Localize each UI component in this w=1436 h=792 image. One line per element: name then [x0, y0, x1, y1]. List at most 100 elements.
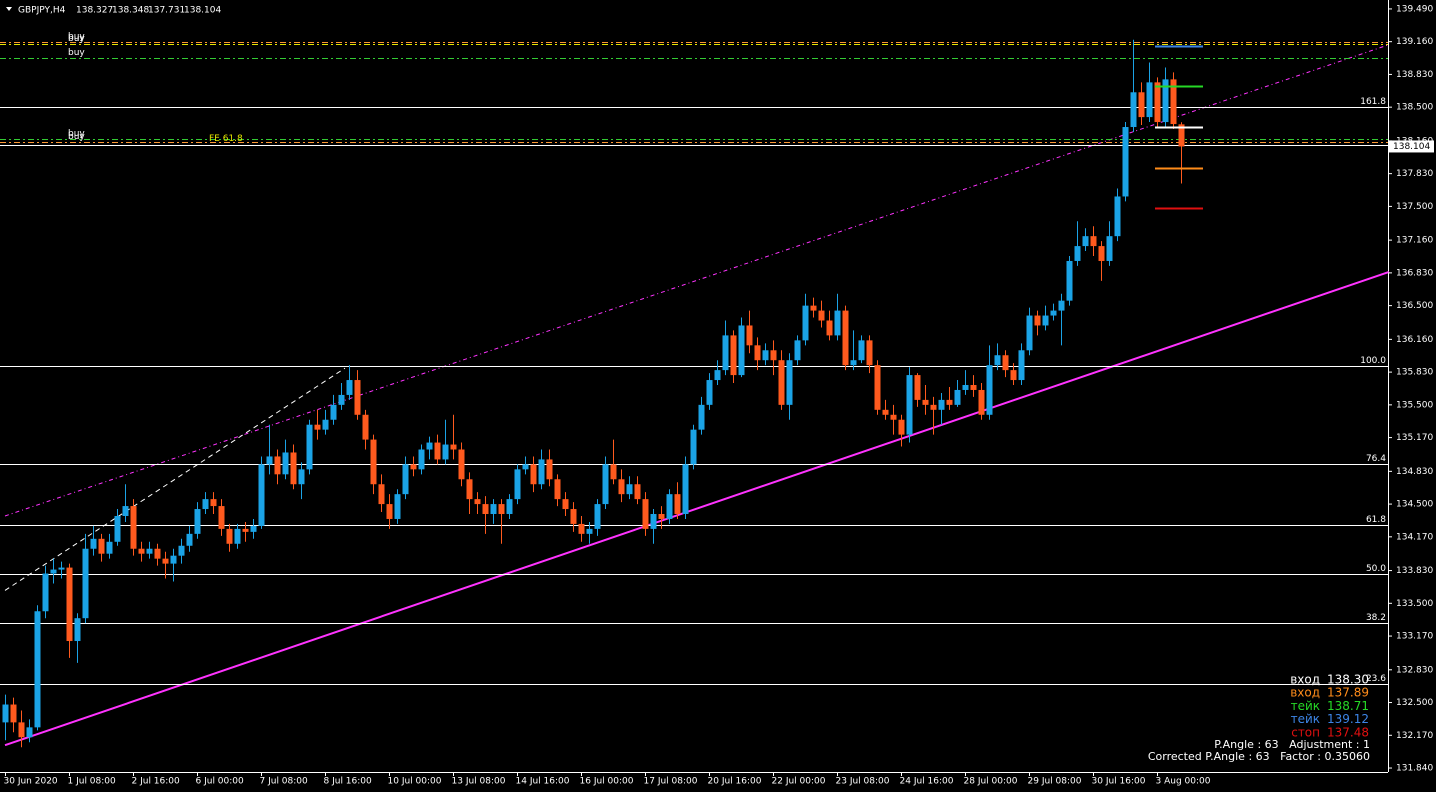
- candle-body: [82, 548, 89, 619]
- candle-body: [970, 385, 977, 390]
- candle-body: [914, 375, 921, 400]
- fe-label: FE 61.8: [209, 134, 243, 144]
- candle-body: [826, 320, 833, 336]
- x-tick-label: 29 Jul 08:00: [1028, 777, 1082, 787]
- y-tick-label: 138.830: [1396, 70, 1433, 80]
- candle-body: [706, 380, 713, 405]
- candle-body: [66, 567, 73, 642]
- x-tick-label: 7 Jul 08:00: [260, 777, 309, 787]
- candle-body: [570, 509, 577, 524]
- candle-body: [194, 509, 201, 534]
- candle-body: [930, 404, 937, 410]
- candle-body: [938, 399, 945, 410]
- candle-body: [650, 514, 657, 529]
- candle-body: [202, 499, 209, 510]
- candle-body: [738, 325, 745, 376]
- candle-body: [802, 305, 809, 341]
- target-name: тейк: [1291, 712, 1320, 726]
- candle-body: [994, 355, 1001, 366]
- candle-body: [162, 558, 169, 564]
- candle-body: [250, 525, 257, 532]
- x-tick-label: 3 Aug 00:00: [1156, 777, 1211, 787]
- x-tick-label: 6 Jul 00:00: [196, 777, 245, 787]
- candle-body: [978, 389, 985, 415]
- candle-body: [810, 305, 817, 311]
- candle-body: [906, 375, 913, 435]
- y-tick-label: 136.500: [1396, 301, 1433, 311]
- candle-body: [658, 514, 665, 519]
- target-name: стоп: [1291, 725, 1320, 739]
- x-tick-label: 2 Jul 16:00: [132, 777, 181, 787]
- candle-body: [1050, 310, 1057, 316]
- candle-body: [858, 340, 865, 361]
- candle-body: [306, 424, 313, 470]
- candle-body: [442, 444, 449, 460]
- x-tick-label: 1 Jul 08:00: [68, 777, 117, 787]
- x-tick-label: 30 Jun 2020: [4, 777, 58, 787]
- candle-body: [722, 335, 729, 371]
- candle-body: [1170, 79, 1177, 125]
- y-tick-label: 138.500: [1396, 103, 1433, 113]
- x-tick-label: 28 Jul 00:00: [964, 777, 1018, 787]
- candle-body: [450, 444, 457, 450]
- candle-body: [146, 548, 153, 554]
- candle-body: [674, 494, 681, 515]
- candle-body: [778, 360, 785, 405]
- x-tick-label: 8 Jul 16:00: [324, 777, 373, 787]
- y-tick-label: 139.160: [1396, 37, 1433, 47]
- candle-body: [170, 555, 177, 564]
- candle-body: [98, 538, 105, 554]
- fib-label: 100.0: [1360, 356, 1386, 366]
- trendline: [4, 367, 346, 591]
- target-value: 137.48: [1327, 725, 1369, 739]
- candle-body: [1074, 246, 1081, 261]
- candle-body: [498, 504, 505, 515]
- candle-body: [338, 394, 345, 405]
- candle-body: [522, 464, 529, 470]
- x-tick-label: 23 Jul 08:00: [836, 777, 890, 787]
- candle-body: [490, 504, 497, 515]
- y-tick-label: 136.830: [1396, 268, 1433, 278]
- y-tick-label: 135.500: [1396, 400, 1433, 410]
- candle-body: [850, 360, 857, 366]
- candle-body: [754, 345, 761, 361]
- candle-body: [178, 545, 185, 556]
- fib-label: 50.0: [1366, 564, 1386, 574]
- candle-body: [258, 464, 265, 526]
- candle-body: [154, 548, 161, 559]
- candle-body: [1146, 82, 1153, 118]
- fib-label: 23.6: [1366, 674, 1386, 684]
- candle-body: [1002, 355, 1009, 371]
- candle-body: [578, 523, 585, 534]
- candle-body: [1018, 350, 1025, 381]
- candle-body: [1098, 246, 1105, 261]
- x-tick-label: 20 Jul 16:00: [708, 777, 762, 787]
- candle-body: [866, 340, 873, 366]
- candle-body: [210, 499, 217, 507]
- x-tick-label: 22 Jul 00:00: [772, 777, 826, 787]
- order-label: buy: [68, 132, 85, 142]
- menu-arrow[interactable]: [6, 7, 12, 11]
- candle-body: [106, 541, 113, 554]
- header-open: 138.327: [76, 6, 113, 16]
- candle-body: [290, 452, 297, 485]
- x-tick-label: 17 Jul 08:00: [644, 777, 698, 787]
- header-high: 138.348: [112, 6, 149, 16]
- candle-body: [594, 504, 601, 529]
- candle-body: [322, 419, 329, 430]
- y-tick-label: 131.840: [1396, 764, 1433, 774]
- candle-body: [1154, 82, 1161, 123]
- candle-body: [1090, 236, 1097, 247]
- candle-body: [834, 310, 841, 336]
- x-tick-label: 13 Jul 08:00: [452, 777, 506, 787]
- candle-body: [458, 449, 465, 480]
- candle-body: [42, 573, 49, 612]
- y-tick-label: 135.170: [1396, 433, 1433, 443]
- candle-body: [714, 370, 721, 381]
- candle-body: [282, 452, 289, 475]
- target-value: 138.71: [1327, 699, 1369, 713]
- price-box: [1389, 140, 1434, 153]
- candle-body: [26, 727, 33, 738]
- candle-body: [218, 506, 225, 529]
- target-name: вход: [1290, 686, 1320, 700]
